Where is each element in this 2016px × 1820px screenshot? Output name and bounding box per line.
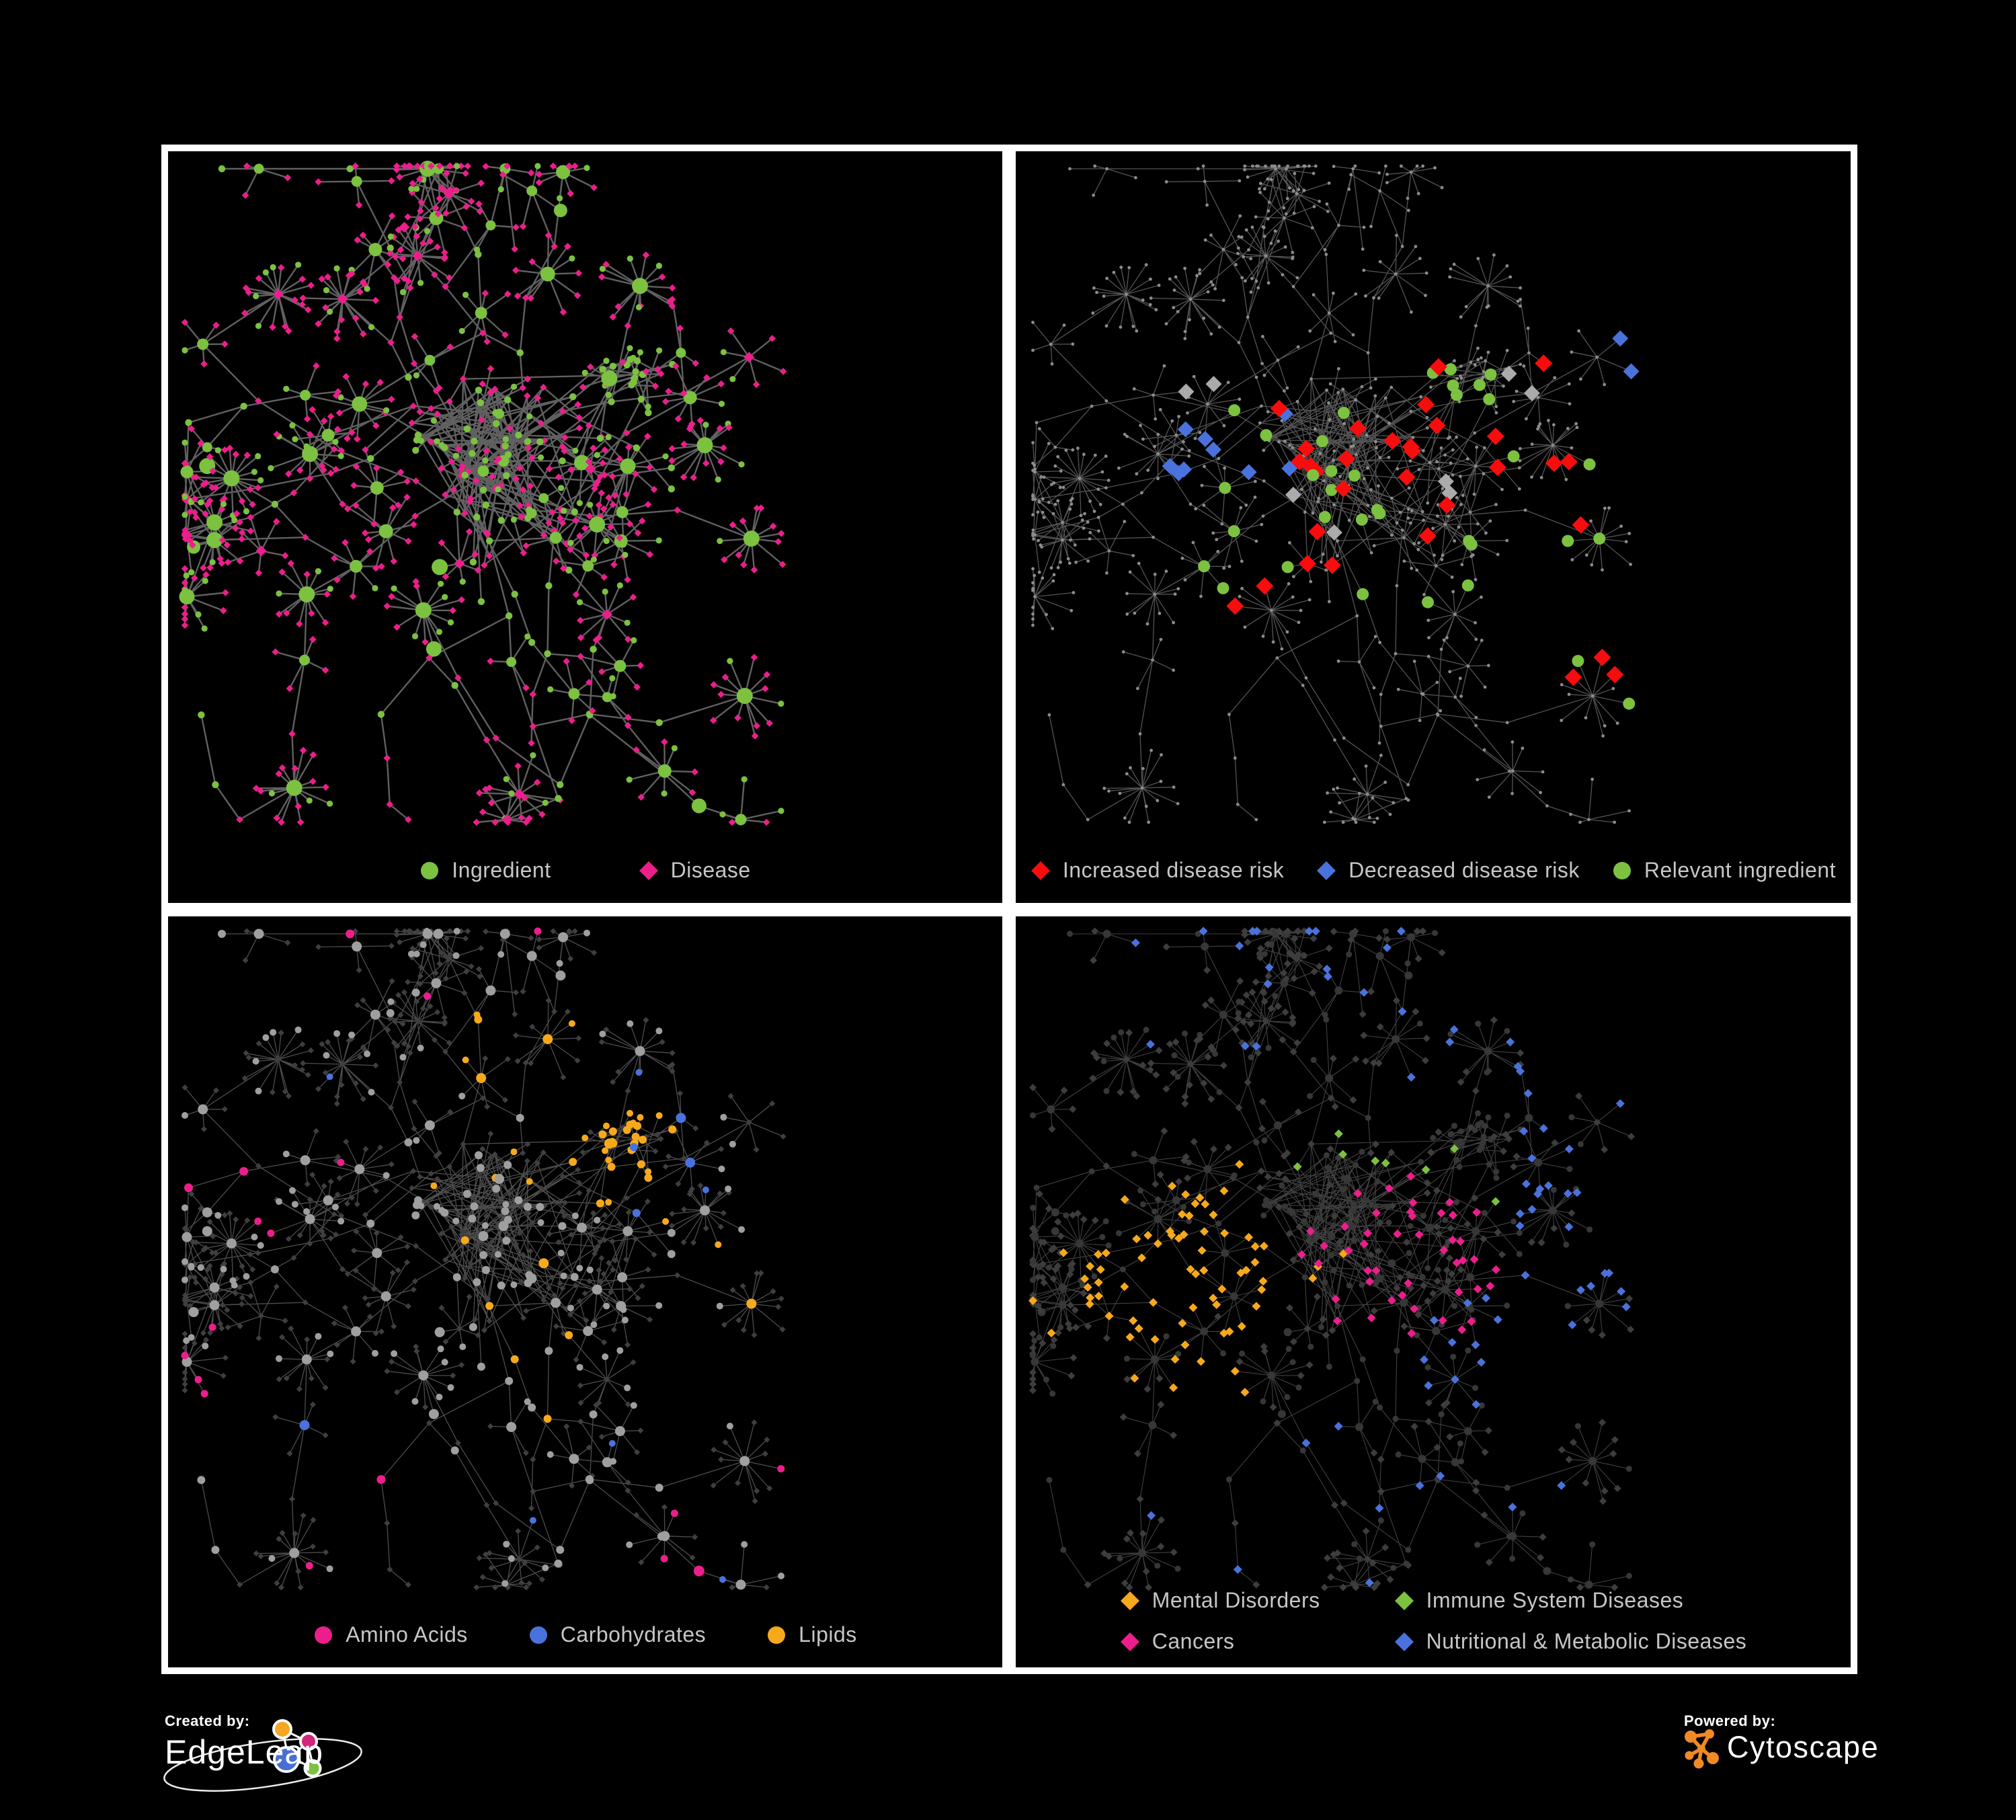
nutritional-metabolic-diamond-icon [1394, 1632, 1414, 1651]
edgeleap-brand-name: EdgeLeap [165, 1733, 324, 1771]
created-by-block: Created by: EdgeLeap [163, 1712, 362, 1792]
lipids-circle-icon [768, 1626, 786, 1644]
legend-item-nutritional-metabolic-diseases: Nutritional & Metabolic Diseases [1394, 1629, 1747, 1654]
disease-class-network-graph [1029, 926, 1636, 1591]
disease-risk-network-graph [1031, 164, 1640, 824]
panel-disease-risk: Increased disease risk Decreased disease… [1009, 145, 1857, 910]
legend-label: Amino Acids [346, 1622, 468, 1647]
relevant-ingredient-circle-icon [1613, 861, 1631, 879]
cytoscape-logo-icon [1685, 1729, 1719, 1769]
legend-item-decreased-risk: Decreased disease risk [1316, 858, 1580, 883]
legend-label: Carbohydrates [560, 1622, 707, 1647]
immune-system-diamond-icon [1394, 1591, 1414, 1610]
powered-by-label: Powered by: [1684, 1712, 1776, 1729]
ingredient-circle-icon [421, 861, 439, 879]
legend-ingredient-disease: Ingredient Disease [168, 858, 1002, 883]
legend-label: Mental Disorders [1152, 1588, 1320, 1612]
legend-label: Lipids [799, 1622, 857, 1647]
created-by-label: Created by: [165, 1712, 250, 1729]
panel-disease-classes: Mental Disorders Immune System Diseases … [1009, 910, 1857, 1674]
legend-item-immune-system-diseases: Immune System Diseases [1394, 1588, 1747, 1613]
legend-label: Nutritional & Metabolic Diseases [1426, 1629, 1747, 1653]
edgeleap-logo-icon [163, 1719, 362, 1792]
legend-label: Disease [670, 858, 751, 882]
panel-ingredient-classes: Amino Acids Carbohydrates Lipids [161, 910, 1009, 1674]
mental-disorders-diamond-icon [1120, 1591, 1139, 1610]
legend-item-relevant-ingredient: Relevant ingredient [1612, 858, 1836, 883]
legend-item-disease: Disease [639, 858, 751, 883]
legend-item-lipids: Lipids [766, 1622, 857, 1647]
legend-label: Relevant ingredient [1644, 858, 1837, 882]
increased-risk-diamond-icon [1031, 861, 1050, 880]
legend-item-amino-acids: Amino Acids [313, 1622, 468, 1647]
powered-by-block: Powered by: Cytoscape [1684, 1712, 1878, 1769]
ingredient-class-network-graph [181, 927, 787, 1591]
legend-disease-classes: Mental Disorders Immune System Diseases … [1016, 1588, 1851, 1654]
cancers-diamond-icon [1120, 1632, 1139, 1651]
amino-acids-circle-icon [315, 1626, 333, 1644]
legend-label: Increased disease risk [1062, 858, 1285, 882]
legend-label: Ingredient [452, 858, 551, 882]
legend-label: Decreased disease risk [1348, 858, 1580, 882]
legend-item-mental-disorders: Mental Disorders [1120, 1588, 1320, 1613]
carbohydrates-circle-icon [529, 1626, 547, 1644]
decreased-risk-diamond-icon [1317, 861, 1336, 880]
disease-diamond-icon [639, 861, 658, 880]
legend-disease-risk: Increased disease risk Decreased disease… [1016, 858, 1851, 883]
legend-label: Cancers [1152, 1629, 1235, 1653]
legend-item-carbohydrates: Carbohydrates [528, 1622, 706, 1647]
ingredient-disease-network-graph [179, 161, 787, 826]
legend-ingredient-classes: Amino Acids Carbohydrates Lipids [168, 1622, 1002, 1647]
cytoscape-brand-name: Cytoscape [1727, 1730, 1880, 1764]
panel-ingredient-disease: Ingredient Disease [161, 145, 1009, 910]
legend-item-ingredient: Ingredient [419, 858, 551, 883]
legend-item-increased-risk: Increased disease risk [1031, 858, 1284, 883]
legend-label: Immune System Diseases [1426, 1588, 1684, 1612]
legend-item-cancers: Cancers [1120, 1629, 1320, 1654]
